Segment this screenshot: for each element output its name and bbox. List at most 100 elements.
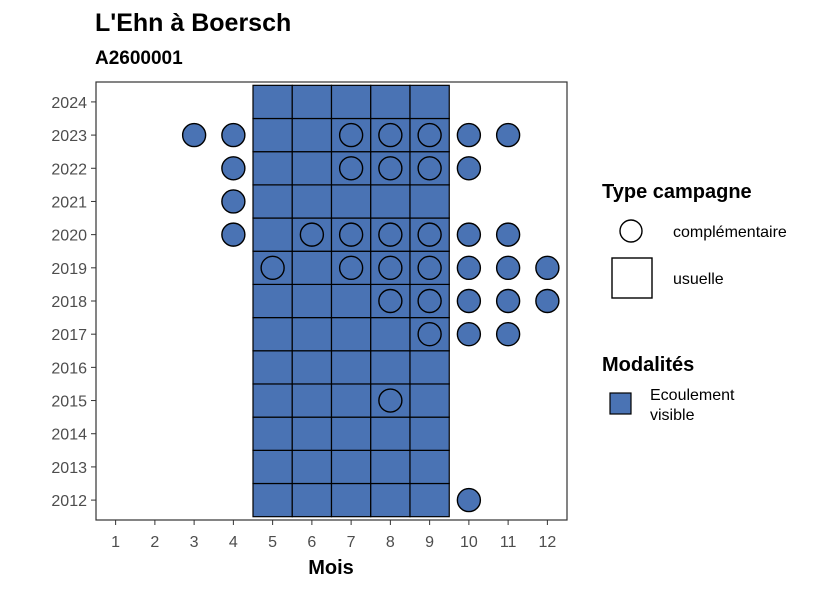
usuelle-cell <box>330 283 372 319</box>
complementaire-point <box>535 288 560 314</box>
usuelle-cell <box>291 482 333 518</box>
complementaire-point <box>456 122 482 148</box>
x-tick-label: 7 <box>347 534 356 551</box>
y-tick-label: 2015 <box>51 394 87 411</box>
usuelle-cell <box>252 184 293 219</box>
usuelle-cell <box>252 383 293 418</box>
usuelle-cell <box>291 416 333 451</box>
usuelle-cell <box>330 350 372 385</box>
y-tick-label: 2024 <box>51 95 87 112</box>
complementaire-point <box>417 122 442 148</box>
usuelle-cell <box>330 416 372 451</box>
complementaire-point <box>417 156 442 181</box>
usuelle-cell <box>291 117 333 153</box>
complementaire-point <box>299 222 325 247</box>
complementaire-point <box>221 122 246 148</box>
usuelle-cell <box>409 84 450 120</box>
legend-modalites: Modalités Ecoulement visible <box>602 354 735 424</box>
usuelle-cell <box>252 482 293 518</box>
complementaire-point <box>338 255 364 281</box>
usuelle-cell <box>252 84 293 120</box>
complementaire-point <box>378 122 403 148</box>
complementaire-point <box>456 288 482 314</box>
complementaire-point <box>338 222 364 247</box>
x-axis: 1 2 3 4 5 6 7 8 9 10 11 12 <box>111 520 556 551</box>
y-tick-label: 2013 <box>51 460 87 477</box>
legend-label-modalite-line2: visible <box>650 407 695 424</box>
x-tick-label: 9 <box>425 534 434 551</box>
usuelle-cell <box>370 350 411 385</box>
complementaire-point <box>495 255 521 281</box>
usuelle-cell <box>291 250 333 286</box>
x-tick-label: 4 <box>229 534 238 551</box>
complementaire-point <box>456 321 482 347</box>
usuelle-cell <box>370 184 411 219</box>
usuelle-cell <box>291 316 333 352</box>
complementaire-point <box>535 255 560 281</box>
y-tick-label: 2019 <box>51 261 87 278</box>
complementaire-point <box>338 122 364 148</box>
y-tick-label: 2017 <box>51 327 87 344</box>
legend-campagne-title: Type campagne <box>602 181 752 203</box>
legend-circle-symbol <box>619 219 643 243</box>
x-tick-label: 3 <box>190 534 199 551</box>
complementaire-point <box>338 156 364 181</box>
usuelle-cell <box>370 416 411 451</box>
x-tick-label: 10 <box>460 534 478 551</box>
x-tick-label: 12 <box>538 534 556 551</box>
usuelle-cell <box>330 482 372 518</box>
usuelle-cell <box>252 350 293 385</box>
legend-modalites-title: Modalités <box>602 354 694 376</box>
complementaire-point <box>378 388 403 413</box>
y-tick-label: 2016 <box>51 360 87 377</box>
complementaire-point <box>221 189 246 214</box>
usuelle-cell <box>409 416 450 451</box>
plot-area <box>95 81 568 521</box>
x-tick-label: 6 <box>307 534 316 551</box>
complementaire-point <box>378 288 403 314</box>
complementaire-point <box>378 156 403 181</box>
usuelle-cell <box>252 316 293 352</box>
complementaire-point <box>417 288 442 314</box>
complementaire-point <box>221 156 246 181</box>
legend-fill-swatch <box>609 392 632 415</box>
usuelle-cell <box>330 184 372 219</box>
usuelle-cell <box>370 482 411 518</box>
x-axis-title: Mois <box>308 557 354 579</box>
usuelle-cell <box>291 383 333 418</box>
usuelle-cell <box>252 283 293 319</box>
complementaire-point <box>221 222 246 247</box>
complementaire-point <box>495 288 521 314</box>
chart-subtitle: A2600001 <box>95 48 183 69</box>
usuelle-cell <box>370 84 411 120</box>
complementaire-point <box>378 222 403 247</box>
y-axis: 2012 2013 2014 2015 2016 2017 2018 2019 2020 2021… <box>51 95 96 510</box>
usuelle-cell <box>330 383 372 418</box>
complementaire-point <box>417 255 442 281</box>
usuelle-cell <box>252 217 293 252</box>
usuelle-cell <box>291 350 333 385</box>
usuelle-cell <box>409 350 450 385</box>
usuelle-cell <box>330 316 372 352</box>
usuelle-cell <box>330 449 372 485</box>
usuelle-cell <box>252 449 293 485</box>
y-tick-label: 2023 <box>51 128 87 145</box>
usuelle-cell <box>409 449 450 485</box>
x-tick-label: 2 <box>150 534 159 551</box>
legend-label-modalite-line1: Ecoulement <box>650 387 735 404</box>
x-tick-label: 11 <box>500 534 517 551</box>
usuelle-cell <box>291 449 333 485</box>
y-tick-label: 2018 <box>51 294 87 311</box>
usuelle-cell <box>291 84 333 120</box>
usuelle-cell <box>252 117 293 153</box>
y-tick-label: 2020 <box>51 228 87 245</box>
legend-campagne: Type campagne complémentaire usuelle <box>602 181 787 299</box>
complementaire-point <box>456 487 482 513</box>
complementaire-point <box>456 222 482 247</box>
x-tick-label: 5 <box>268 534 277 551</box>
y-tick-label: 2012 <box>51 493 87 510</box>
x-tick-label: 1 <box>111 534 120 551</box>
complementaire-point <box>260 255 285 281</box>
usuelle-cell <box>409 383 450 418</box>
